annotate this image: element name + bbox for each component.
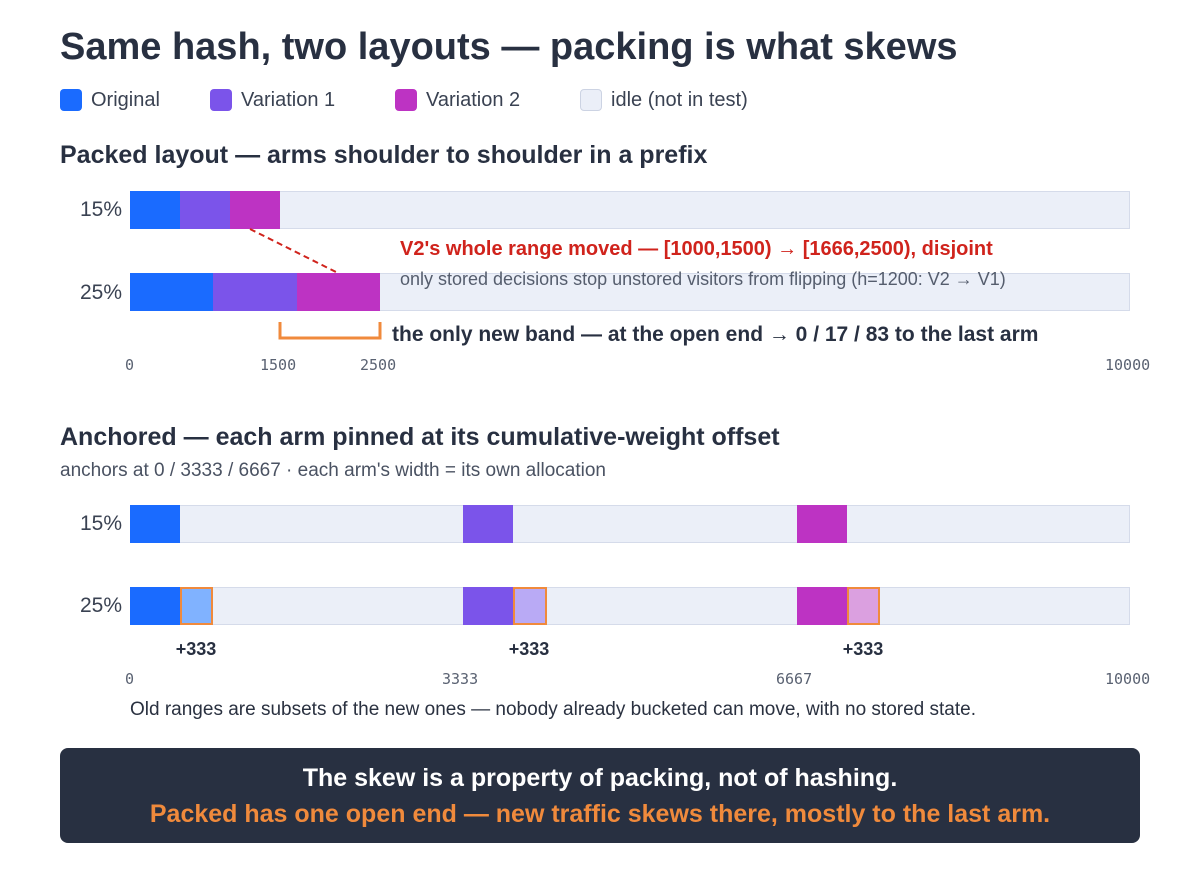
segment-variation-1: [463, 505, 514, 543]
moved-range-annotation: V2's whole range moved — [1000,1500) → […: [400, 238, 993, 260]
segment-original: [130, 505, 180, 543]
packed-tick: 2500: [360, 356, 397, 374]
legend-item-variation-1: Variation 1: [210, 87, 335, 113]
anchored-tick: 6667: [776, 670, 813, 688]
swatch-original: [60, 89, 82, 111]
banner-line-2: Packed has one open end — new traffic sk…: [149, 800, 1051, 828]
new-band-label: the only new band — at the open end → 0 …: [392, 323, 1039, 346]
anchored-subtitle: anchors at 0 / 3333 / 6667 · each arm's …: [60, 460, 606, 481]
segment-variation-1: [180, 191, 230, 229]
anchored-track-15: [130, 505, 1130, 543]
segment-variation-2: [796, 505, 847, 543]
subset-note: Old ranges are subsets of the new ones —…: [130, 699, 976, 720]
anchored-tick: 10000: [1105, 670, 1151, 688]
packed-section-title: Packed layout — arms shoulder to shoulde…: [60, 141, 708, 169]
growth-label: +333: [508, 639, 550, 659]
swatch-variation-1: [210, 89, 232, 111]
segment-variation-2: [796, 587, 847, 625]
legend-label: Variation 1: [241, 88, 336, 111]
growth-label: +333: [842, 639, 884, 659]
packed-row-label: 25%: [79, 281, 122, 304]
growth-band-original: [180, 587, 214, 625]
growth-label: +333: [175, 639, 217, 659]
banner-line-1: The skew is a property of packing, not o…: [302, 764, 898, 792]
summary-banner: The skew is a property of packing, not o…: [60, 748, 1140, 843]
packed-tick: 10000: [1105, 356, 1151, 374]
growth-band-variation-1: [513, 587, 547, 625]
segment-original: [130, 273, 214, 311]
packed-tick: 1500: [260, 356, 297, 374]
anchored-tick: 0: [125, 670, 135, 688]
anchored-track-25: [130, 587, 1130, 625]
flip-note: only stored decisions stop unstored visi…: [400, 269, 1006, 289]
segment-variation-1: [463, 587, 514, 625]
swatch-variation-2: [395, 89, 417, 111]
growth-band-variation-2: [846, 587, 880, 625]
new-band-bracket: [278, 322, 382, 340]
page-title: Same hash, two layouts — packing is what…: [60, 26, 958, 68]
legend-item-idle: idle (not in test): [580, 87, 748, 113]
packed-track-15: [130, 191, 1130, 229]
segment-variation-2: [230, 191, 280, 229]
legend-item-original: Original: [60, 87, 160, 113]
legend-label: Variation 2: [426, 88, 521, 111]
anchored-tick: 3333: [442, 670, 479, 688]
packed-track-25: [130, 273, 1130, 311]
segment-original: [130, 587, 180, 625]
anchored-row-label: 25%: [79, 594, 122, 617]
anchored-section-title: Anchored — each arm pinned at its cumula…: [60, 423, 780, 451]
packed-row-label: 15%: [79, 198, 122, 221]
legend-label: Original: [91, 88, 160, 111]
segment-variation-2: [296, 273, 380, 311]
anchored-row-label: 15%: [79, 512, 122, 535]
segment-variation-1: [213, 273, 297, 311]
swatch-idle: [580, 89, 602, 111]
legend-label: idle (not in test): [611, 88, 748, 111]
segment-original: [130, 191, 180, 229]
packed-tick: 0: [125, 356, 135, 374]
legend-item-variation-2: Variation 2: [395, 87, 520, 113]
moved-range-connector: [249, 228, 339, 274]
